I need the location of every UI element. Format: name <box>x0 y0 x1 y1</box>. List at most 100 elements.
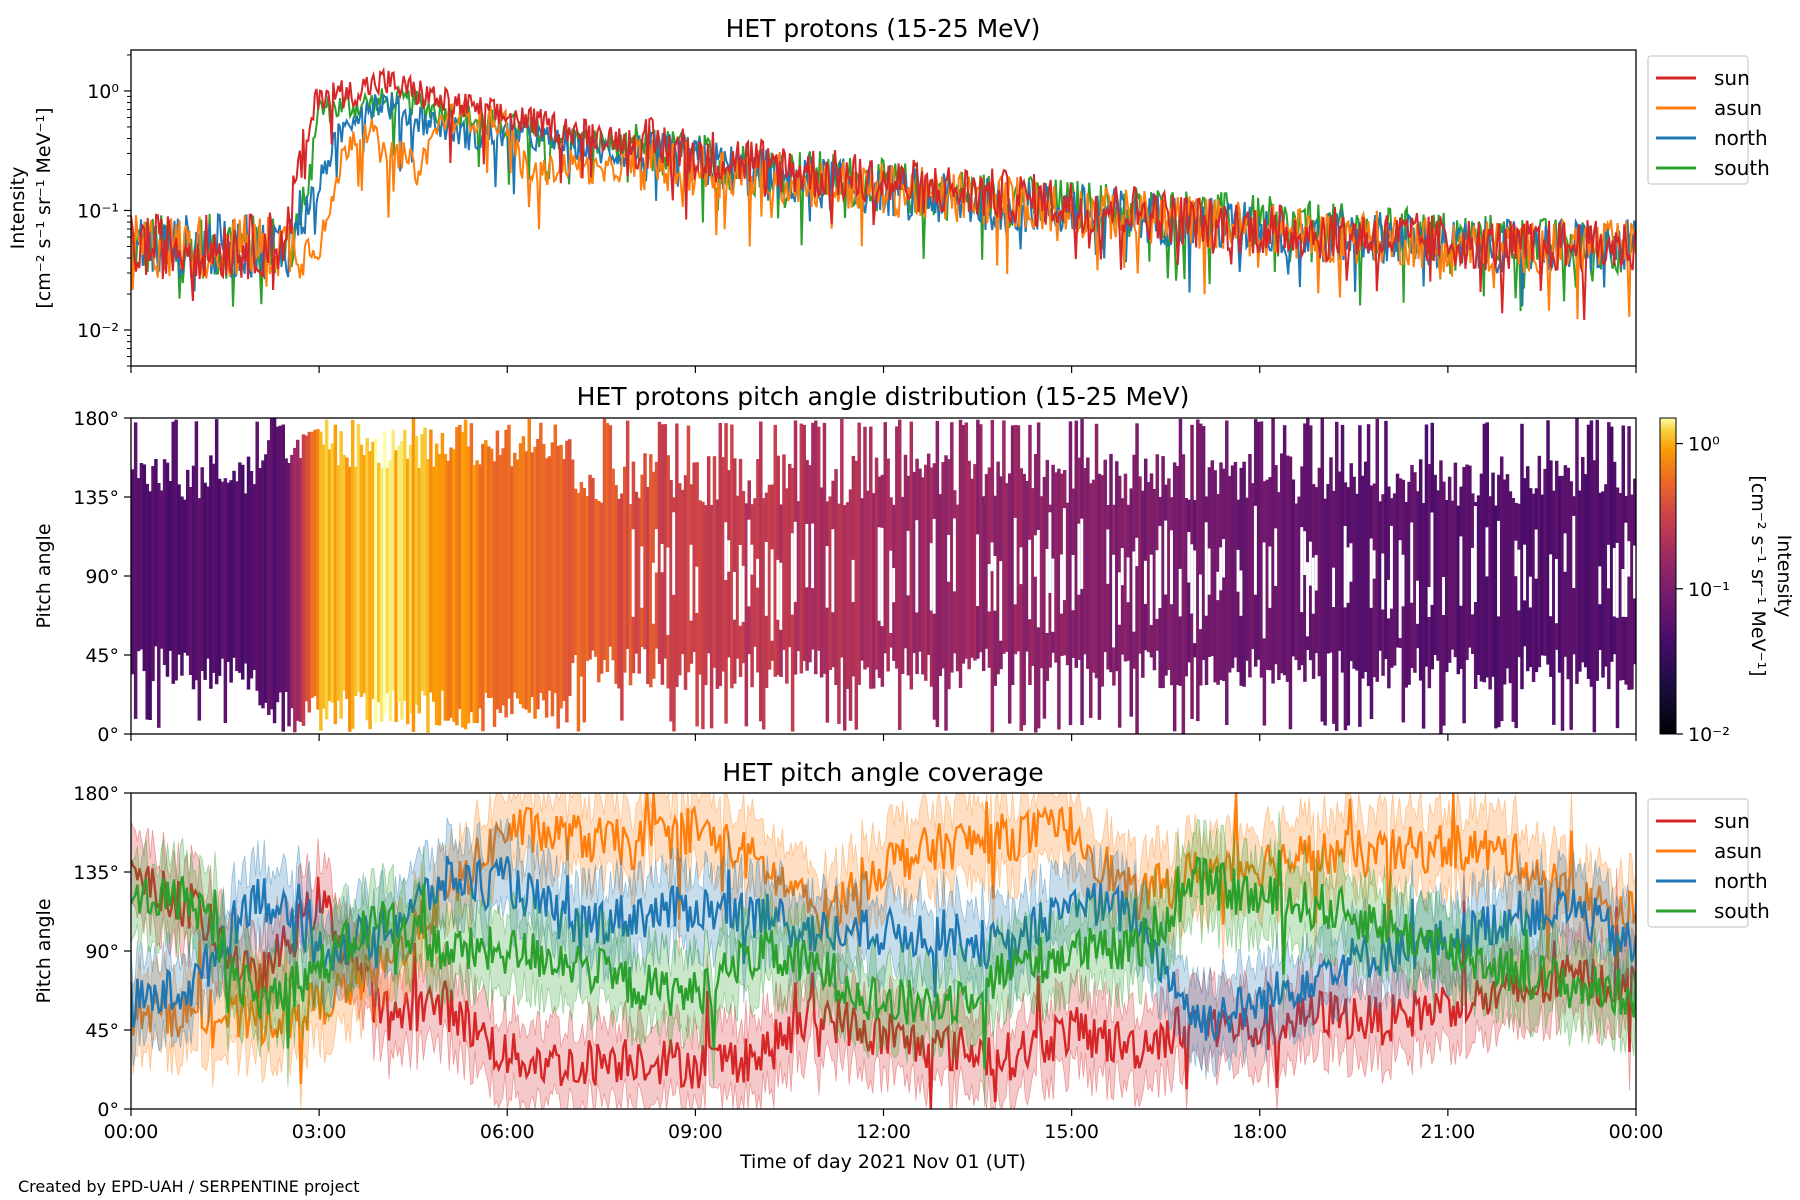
pad-ylabel: Pitch angle <box>33 523 55 628</box>
pad-cell <box>1372 483 1377 678</box>
coverage-xlabel: Time of day 2021 Nov 01 (UT) <box>739 1151 1026 1173</box>
pad-cell <box>458 424 462 710</box>
pad-gap <box>1187 532 1191 583</box>
pad-cell <box>504 429 508 718</box>
pad-cell <box>715 499 720 689</box>
xtick-label: 15:00 <box>1044 1121 1099 1143</box>
pad-cell <box>1601 491 1605 678</box>
pad-gap <box>877 527 882 621</box>
pad-cell <box>996 461 1000 675</box>
pad-cell <box>1476 495 1481 675</box>
pad-cell <box>709 504 714 729</box>
pad-gap <box>1497 520 1501 617</box>
pad-cell <box>1375 418 1380 682</box>
pad-cell <box>1213 470 1217 683</box>
pad-cell <box>420 434 424 692</box>
pad-cell <box>883 422 887 654</box>
pad-gap <box>1389 525 1394 609</box>
pad-cell <box>735 495 740 659</box>
pad-gap <box>1303 531 1307 575</box>
pad-gap <box>1253 505 1258 595</box>
pad-cell <box>417 467 422 714</box>
pad-cell <box>200 467 204 671</box>
pad-cell <box>301 434 306 726</box>
pad-cell <box>165 462 170 677</box>
pad-cell <box>712 456 717 668</box>
pad-cell <box>275 426 280 703</box>
pad-cell <box>733 458 737 684</box>
pad-cell <box>808 465 812 663</box>
pad-cell <box>452 449 456 722</box>
pad-cell <box>162 459 167 665</box>
pad-gap <box>932 518 937 614</box>
pad-cell <box>426 459 430 733</box>
pad-cell <box>536 439 540 710</box>
pad-gap <box>1045 549 1050 633</box>
pad-cell <box>159 490 164 649</box>
xtick-label: 03:00 <box>292 1121 347 1143</box>
pad-gap <box>1062 508 1067 601</box>
pad-gap <box>1572 515 1576 588</box>
pad-cell <box>1288 456 1293 730</box>
angle-tick-label: 180° <box>73 783 119 805</box>
pad-cell <box>657 421 662 664</box>
pad-cell <box>359 444 364 698</box>
pad-cell <box>678 483 682 676</box>
pad-gap <box>1190 544 1194 614</box>
pad-cell <box>828 496 832 670</box>
pad-gap <box>1308 541 1313 586</box>
pad-cell <box>672 497 676 732</box>
pad-cell <box>510 466 514 715</box>
pad-cell <box>460 431 465 728</box>
pad-cell <box>1575 418 1579 684</box>
pad-cell <box>1581 457 1585 663</box>
pad-cell <box>229 480 233 683</box>
pad-cell <box>1167 478 1171 670</box>
pad-cell <box>255 421 259 691</box>
pad-cell <box>336 465 340 701</box>
colorbar: 10⁰ 10⁻¹ 10⁻² Intensity [cm⁻² s⁻¹ sr⁻¹ MeV… <box>1659 417 1795 746</box>
pad-cell <box>1143 458 1148 651</box>
pad-gap <box>738 545 743 626</box>
coverage-ylabel: Pitch angle <box>33 898 55 1003</box>
pad-gap <box>1132 551 1136 632</box>
pad-cell <box>220 481 225 659</box>
pad-cell <box>941 462 945 669</box>
pad-cell <box>744 503 749 727</box>
pad-cell <box>871 493 876 689</box>
intensity-y-ticks: 10⁰ 10⁻¹ 10⁻² <box>77 54 131 367</box>
pad-cell <box>212 463 216 673</box>
pad-cell <box>544 458 549 718</box>
pad-gap <box>790 533 795 615</box>
pad-cell <box>620 493 624 721</box>
pad-cell <box>1196 419 1200 722</box>
pad-cell <box>909 421 914 690</box>
pad-cell <box>1427 464 1432 689</box>
pad-cell <box>513 452 517 693</box>
pad-cell <box>706 456 711 654</box>
pad-gap <box>1534 529 1539 579</box>
pad-cell <box>1578 490 1582 672</box>
pad-cell <box>541 443 546 701</box>
pad-cell <box>1444 500 1449 673</box>
coverage-series <box>131 793 1636 1109</box>
pad-cell <box>970 478 974 658</box>
pad-gap <box>1106 529 1110 584</box>
pad-cell <box>782 454 786 651</box>
pad-gap <box>1239 570 1243 616</box>
pad-cell <box>498 454 503 713</box>
pad-cell <box>1280 453 1284 674</box>
pad-gap <box>1071 555 1076 611</box>
pad-cell <box>1552 490 1556 725</box>
pad-cell <box>148 491 152 720</box>
pad-cell <box>463 419 468 730</box>
pad-cell <box>637 497 641 674</box>
pad-gap <box>1598 566 1602 605</box>
pad-cell <box>345 457 349 699</box>
pad-cell <box>750 504 754 688</box>
pad-cell <box>944 455 948 731</box>
pad-cell <box>1245 497 1249 661</box>
pad-cell <box>1152 489 1157 671</box>
pad-cell <box>1068 421 1073 726</box>
pad-cell <box>1175 466 1180 685</box>
